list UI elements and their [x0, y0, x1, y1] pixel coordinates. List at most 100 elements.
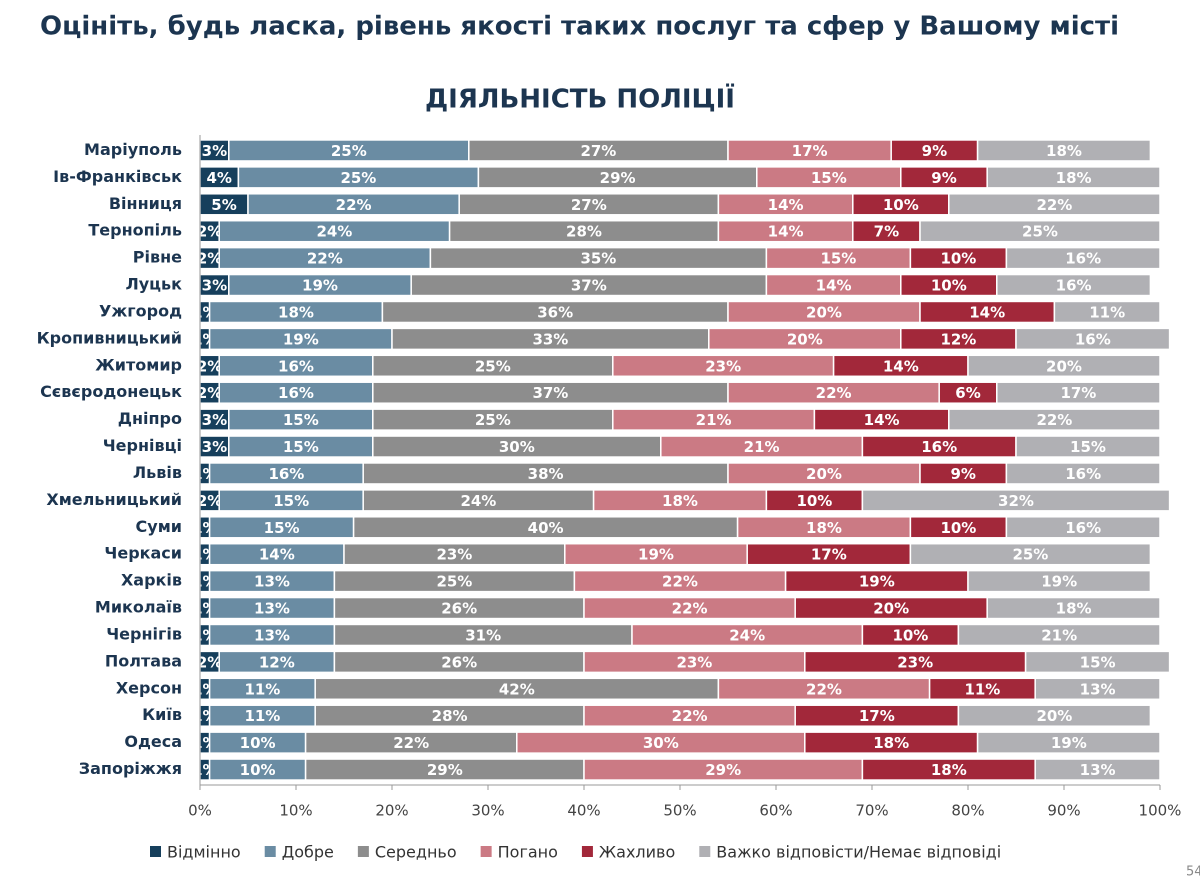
- value-label: 13%: [254, 626, 290, 644]
- category-label: Харків: [121, 571, 182, 590]
- category-label: Одеса: [124, 732, 182, 751]
- value-label: 27%: [571, 196, 607, 214]
- value-label: 7%: [874, 223, 899, 241]
- value-label: 26%: [441, 600, 477, 618]
- value-label: 18%: [278, 303, 314, 321]
- legend-label: Добре: [282, 843, 334, 862]
- value-label: 15%: [264, 519, 300, 537]
- value-label: 25%: [475, 357, 511, 375]
- value-label: 18%: [1046, 142, 1082, 160]
- value-label: 19%: [638, 546, 674, 564]
- value-label: 42%: [499, 680, 535, 698]
- value-label: 19%: [302, 277, 338, 295]
- value-label: 15%: [1070, 438, 1106, 456]
- value-label: 10%: [796, 492, 832, 510]
- bar-segment: [996, 273, 1152, 297]
- value-label: 18%: [873, 734, 909, 752]
- value-label: 35%: [580, 250, 616, 268]
- bar-segment: [986, 596, 1161, 620]
- value-label: 13%: [1080, 761, 1116, 779]
- value-label: 16%: [1065, 250, 1101, 268]
- value-label: 37%: [571, 277, 607, 295]
- category-label: Дніпро: [118, 409, 182, 428]
- bar-segment: [1005, 246, 1161, 270]
- x-tick-label: 70%: [855, 802, 888, 820]
- value-label: 12%: [940, 330, 976, 348]
- x-tick-label: 90%: [1047, 802, 1080, 820]
- bar-segment: [967, 569, 1152, 593]
- value-label: 2%: [197, 357, 222, 375]
- value-label: 16%: [268, 465, 304, 483]
- value-label: 24%: [316, 223, 352, 241]
- x-tick-label: 80%: [951, 802, 984, 820]
- bar-segment: [909, 542, 1152, 566]
- value-label: 11%: [244, 680, 280, 698]
- value-label: 11%: [1089, 303, 1125, 321]
- category-label: Полтава: [105, 651, 182, 670]
- bar-segment: [1034, 677, 1161, 701]
- value-label: 14%: [768, 196, 804, 214]
- value-label: 18%: [662, 492, 698, 510]
- bar-segment: [1034, 758, 1161, 781]
- value-label: 22%: [672, 707, 708, 725]
- bar-segment: [976, 731, 1161, 754]
- value-label: 2%: [197, 653, 222, 671]
- legend-swatch: [357, 846, 369, 857]
- bar-segment: [986, 166, 1161, 189]
- category-label: Миколаїв: [95, 598, 182, 617]
- value-label: 23%: [436, 546, 472, 564]
- category-label: Ів-Франківськ: [53, 167, 182, 186]
- bar-segment: [948, 193, 1161, 216]
- value-label: 14%: [259, 546, 295, 564]
- value-label: 18%: [1056, 600, 1092, 618]
- value-label: 19%: [1051, 734, 1087, 752]
- value-label: 29%: [600, 169, 636, 187]
- value-label: 29%: [427, 761, 463, 779]
- legend-label: Важко відповісти/Немає відповіді: [716, 843, 1001, 862]
- value-label: 15%: [811, 169, 847, 187]
- value-label: 25%: [331, 142, 367, 160]
- legend-label: Жахливо: [599, 843, 675, 862]
- value-label: 40%: [528, 519, 564, 537]
- category-label: Чернівці: [103, 436, 182, 455]
- category-label: Львів: [133, 463, 182, 482]
- category-label: Херсон: [116, 678, 182, 697]
- value-label: 36%: [537, 303, 573, 321]
- value-label: 3%: [202, 411, 227, 429]
- value-label: 22%: [393, 734, 429, 752]
- value-label: 30%: [643, 734, 679, 752]
- value-label: 23%: [676, 653, 712, 671]
- value-label: 21%: [744, 438, 780, 456]
- value-label: 3%: [202, 277, 227, 295]
- category-label: Вінниця: [109, 194, 182, 213]
- value-label: 22%: [1036, 411, 1072, 429]
- category-label: Житомир: [95, 355, 182, 374]
- category-label: Маріуполь: [84, 140, 182, 159]
- value-label: 15%: [273, 492, 309, 510]
- x-tick-label: 10%: [279, 802, 312, 820]
- value-label: 10%: [931, 277, 967, 295]
- legend-label: Погано: [498, 843, 558, 862]
- value-label: 29%: [705, 761, 741, 779]
- value-label: 19%: [1041, 573, 1077, 591]
- bar-segment: [1024, 650, 1171, 674]
- value-label: 21%: [696, 411, 732, 429]
- value-label: 2%: [197, 492, 222, 510]
- legend-swatch: [581, 846, 593, 857]
- category-label: Чернігів: [106, 624, 182, 643]
- value-label: 10%: [940, 519, 976, 537]
- value-label: 22%: [816, 384, 852, 402]
- category-label: Сєвєродонецьк: [40, 382, 182, 401]
- value-label: 18%: [806, 519, 842, 537]
- value-label: 22%: [307, 250, 343, 268]
- value-label: 16%: [1075, 330, 1111, 348]
- value-label: 15%: [283, 411, 319, 429]
- x-tick-label: 100%: [1139, 802, 1182, 820]
- value-label: 27%: [580, 142, 616, 160]
- bar-segment: [957, 704, 1152, 727]
- value-label: 19%: [283, 330, 319, 348]
- value-label: 14%: [883, 357, 919, 375]
- value-label: 22%: [672, 600, 708, 618]
